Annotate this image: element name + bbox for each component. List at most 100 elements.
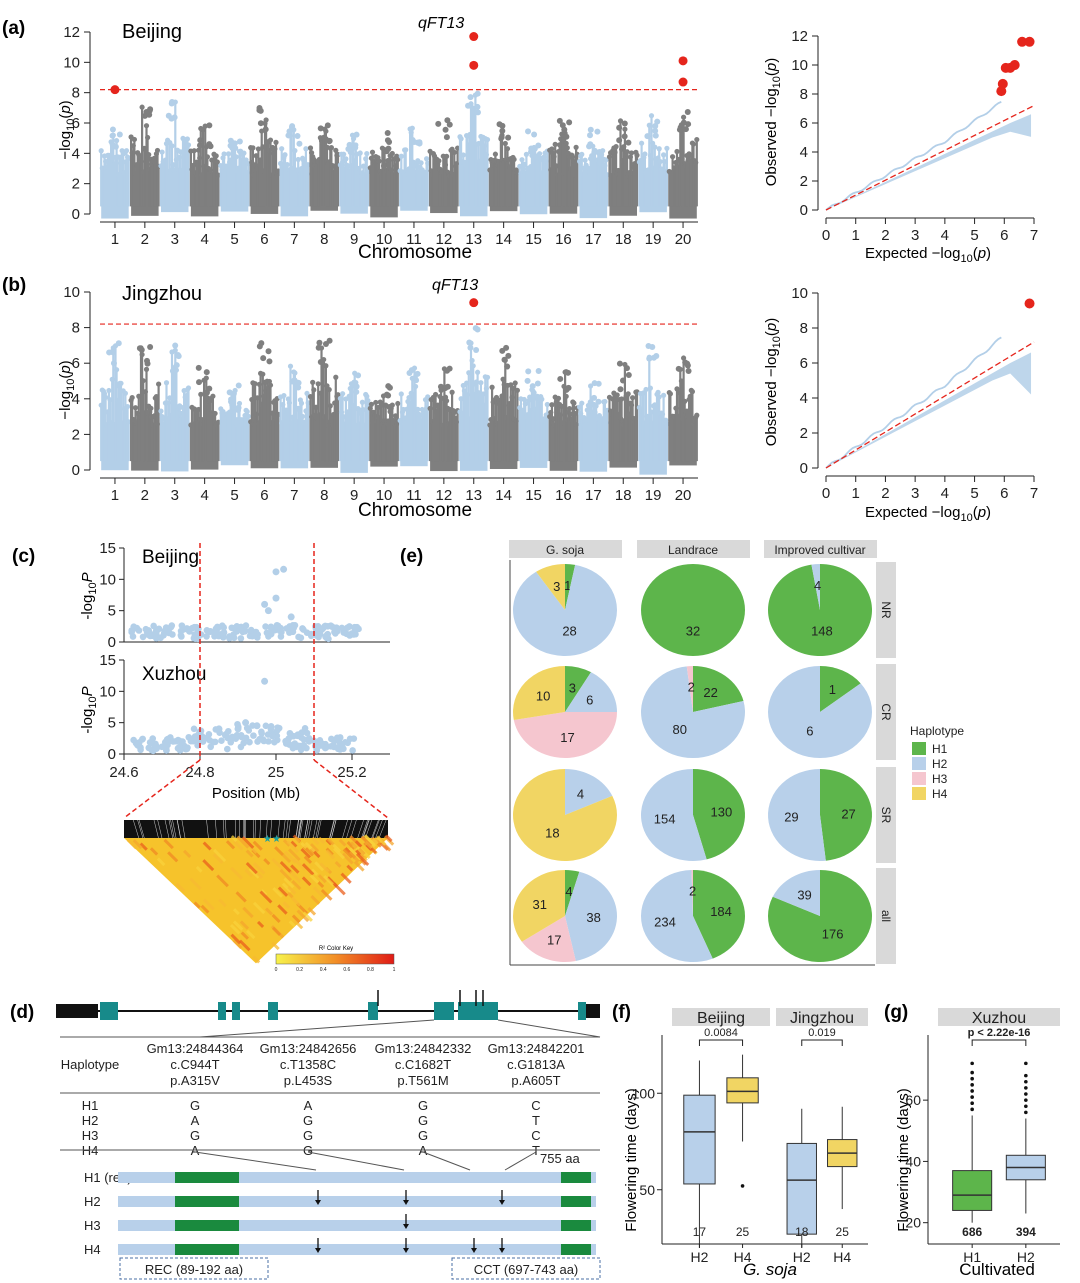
pie-count-label: 32 bbox=[686, 624, 700, 639]
row-strip-label: CR bbox=[879, 703, 893, 721]
snp-marker-line bbox=[206, 819, 209, 839]
snp-point bbox=[305, 735, 313, 742]
ld-cell bbox=[303, 855, 313, 864]
snp-point bbox=[484, 374, 491, 380]
ld-cell bbox=[263, 858, 271, 866]
snp-marker-line bbox=[362, 819, 370, 839]
row-strip-label: NR bbox=[879, 601, 893, 619]
snp-point bbox=[681, 355, 687, 361]
significance-bracket bbox=[698, 1039, 744, 1046]
significant-snp bbox=[997, 78, 1008, 89]
ld-key-tick: 0 bbox=[275, 967, 278, 973]
snp-point bbox=[353, 131, 360, 138]
snp-point bbox=[425, 394, 431, 400]
group-label: H4 bbox=[833, 1249, 851, 1265]
snp-point bbox=[281, 392, 287, 399]
snp-point bbox=[600, 148, 606, 154]
snp-point bbox=[444, 398, 450, 404]
snp-point bbox=[549, 146, 555, 152]
snp-point bbox=[140, 378, 146, 384]
snp-point bbox=[203, 369, 210, 376]
ld-cell bbox=[271, 926, 282, 936]
snp-point bbox=[345, 146, 352, 153]
snp-point bbox=[613, 144, 619, 150]
snp-point bbox=[294, 742, 302, 750]
ld-cell bbox=[293, 836, 301, 844]
ld-cell bbox=[317, 874, 327, 884]
ld-key-label: R² Color Key bbox=[319, 946, 353, 952]
snp-point bbox=[352, 624, 360, 632]
snp-point bbox=[617, 118, 624, 124]
x-tick-label: 1 bbox=[111, 487, 119, 504]
snp-point bbox=[207, 743, 215, 751]
pie-count-label: 3 bbox=[569, 681, 576, 696]
protein-bar-label: H3 bbox=[84, 1218, 101, 1233]
box-outlier bbox=[970, 1095, 974, 1099]
pie-slice-h4 bbox=[512, 666, 565, 720]
snp-point bbox=[156, 381, 162, 387]
x-tick-label: 20 bbox=[675, 487, 692, 504]
snp-point bbox=[261, 600, 269, 608]
snp-point bbox=[570, 154, 576, 160]
x-tick-label: 25.2 bbox=[337, 764, 366, 781]
snp-point bbox=[98, 148, 104, 154]
y-tick-label: 2 bbox=[72, 176, 80, 193]
snp-point bbox=[386, 384, 393, 391]
significant-snp bbox=[1024, 36, 1035, 47]
ld-cell bbox=[300, 841, 308, 850]
snp-point bbox=[312, 623, 319, 630]
y-tick-label: 6 bbox=[72, 355, 80, 372]
snp-point bbox=[602, 398, 608, 405]
row-strip-label: all bbox=[879, 910, 893, 922]
ld-cell bbox=[318, 836, 326, 844]
x-tick-label: 24.6 bbox=[109, 764, 138, 781]
ld-key-tick: 0.8 bbox=[367, 967, 374, 973]
snp-point bbox=[109, 132, 116, 139]
protein-change: p.A605T bbox=[511, 1073, 560, 1088]
snp-point bbox=[258, 340, 265, 347]
protein-bar bbox=[118, 1196, 596, 1207]
snp-point bbox=[323, 128, 329, 134]
x-tick-label: 5 bbox=[970, 485, 978, 502]
snp-marker-line bbox=[304, 819, 309, 839]
snp-point bbox=[365, 397, 371, 404]
utr-block bbox=[56, 1004, 98, 1018]
snp-point bbox=[311, 387, 317, 393]
ld-cell bbox=[189, 877, 202, 890]
ld-cell bbox=[277, 886, 289, 897]
snp-point bbox=[669, 154, 676, 160]
snp-point bbox=[128, 627, 135, 634]
allele: G bbox=[190, 1128, 200, 1143]
snp-point bbox=[212, 410, 218, 417]
snp-point bbox=[403, 147, 409, 153]
snp-point bbox=[544, 401, 550, 408]
snp-point bbox=[274, 724, 281, 731]
snp-point bbox=[473, 347, 480, 354]
pie-count-label: 31 bbox=[533, 897, 547, 912]
snp-point bbox=[125, 403, 131, 410]
snp-point bbox=[355, 372, 362, 379]
ld-cell bbox=[359, 853, 368, 862]
allele: A bbox=[304, 1098, 313, 1113]
column-strip-label: Improved cultivar bbox=[774, 543, 865, 557]
pie-count-label: 22 bbox=[703, 685, 717, 700]
allele: G bbox=[303, 1113, 313, 1128]
snp-point bbox=[531, 390, 537, 396]
protein-change: p.T561M bbox=[397, 1073, 448, 1088]
snp-point bbox=[307, 145, 314, 151]
ld-cell bbox=[359, 858, 367, 866]
snp-marker-line bbox=[270, 819, 272, 839]
manhattan-title: Beijing bbox=[122, 21, 182, 43]
snp-point bbox=[168, 100, 175, 107]
mutation-arrowhead bbox=[315, 1248, 321, 1253]
snp-point bbox=[512, 380, 518, 386]
snp-point bbox=[172, 342, 179, 349]
snp-point bbox=[154, 147, 161, 154]
mutation-arrowhead bbox=[499, 1200, 505, 1205]
ld-cell bbox=[346, 864, 354, 872]
x-tick-label: 0 bbox=[822, 227, 830, 244]
pie-slice-h1 bbox=[693, 666, 744, 712]
snp-point bbox=[224, 745, 231, 753]
snp-point bbox=[594, 128, 601, 135]
snp-point bbox=[655, 389, 661, 395]
